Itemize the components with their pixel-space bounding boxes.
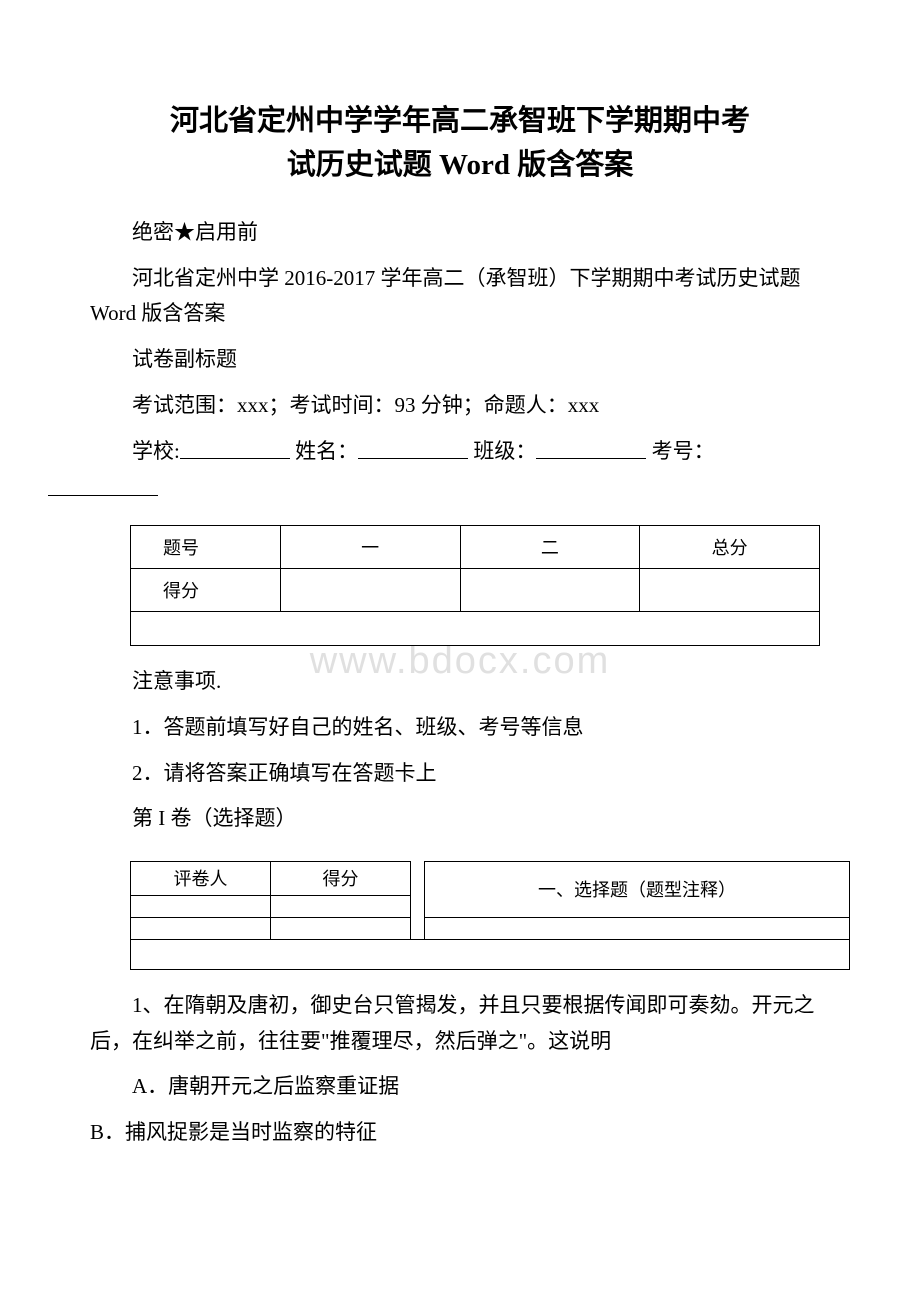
grader-blank[interactable] — [131, 895, 271, 917]
desc-blank — [425, 917, 850, 939]
section-1-heading: 第 I 卷（选择题） — [90, 801, 830, 837]
title-line-2: 试历史试题 Word 版含答案 — [287, 149, 633, 181]
document-content: 河北省定州中学学年高二承智班下学期期中考 试历史试题 Word 版含答案 绝密★… — [90, 100, 830, 1151]
examno-blank[interactable] — [48, 470, 158, 495]
score-blank-2[interactable] — [271, 917, 411, 939]
total-label: 总分 — [640, 526, 820, 569]
school-label: 学校: — [132, 440, 180, 464]
qnum-label: 题号 — [131, 526, 281, 569]
score-cell-2[interactable] — [460, 569, 640, 612]
subtitle: 河北省定州中学 2016-2017 学年高二（承智班）下学期期中考试历史试题 W… — [90, 261, 830, 332]
table-row: 得分 — [131, 569, 820, 612]
name-blank[interactable] — [358, 433, 468, 458]
examno-label: 考号： — [652, 440, 715, 464]
score-table: 题号 一 二 总分 得分 — [130, 525, 820, 646]
school-blank[interactable] — [180, 433, 290, 458]
class-blank[interactable] — [536, 433, 646, 458]
table-row — [131, 939, 850, 969]
student-info-line: 学校: 姓名： 班级： 考号： — [90, 433, 830, 507]
grader-label: 评卷人 — [131, 861, 271, 895]
score-cell-1[interactable] — [280, 569, 460, 612]
question-1-option-b: B．捕风捉影是当时监察的特征 — [90, 1115, 830, 1151]
exam-info: 考试范围：xxx；考试时间：93 分钟；命题人：xxx — [90, 388, 830, 424]
main-title: 河北省定州中学学年高二承智班下学期期中考 试历史试题 Word 版含答案 — [90, 100, 830, 187]
score-label: 得分 — [271, 861, 411, 895]
secrecy-line: 绝密★启用前 — [90, 215, 830, 251]
table-row — [131, 917, 850, 939]
section-desc: 一、选择题（题型注释） — [425, 861, 850, 917]
score-blank[interactable] — [271, 895, 411, 917]
notice-item-2: 2．请将答案正确填写在答题卡上 — [90, 756, 830, 792]
question-1-text: 1、在隋朝及唐初，御史台只管揭发，并且只要根据传闻即可奏劾。开元之后，在纠举之前… — [90, 988, 830, 1059]
table-row: 评卷人 得分 一、选择题（题型注释） — [131, 861, 850, 895]
sub-label: 试卷副标题 — [90, 342, 830, 378]
grader-blank-2[interactable] — [131, 917, 271, 939]
class-label: 班级： — [473, 440, 536, 464]
score-cell-total[interactable] — [640, 569, 820, 612]
notice-heading: 注意事项. — [90, 664, 830, 700]
title-line-1: 河北省定州中学学年高二承智班下学期期中考 — [170, 105, 750, 137]
merged-cell — [131, 612, 820, 646]
score-label: 得分 — [131, 569, 281, 612]
table-row: 题号 一 二 总分 — [131, 526, 820, 569]
section-2-label: 二 — [460, 526, 640, 569]
gap-cell — [411, 861, 425, 939]
section-1-label: 一 — [280, 526, 460, 569]
section-header-table: 评卷人 得分 一、选择题（题型注释） — [130, 861, 850, 970]
table-row — [131, 612, 820, 646]
name-label: 姓名： — [295, 440, 358, 464]
notice-item-1: 1．答题前填写好自己的姓名、班级、考号等信息 — [90, 710, 830, 746]
merged-bottom-cell — [131, 939, 850, 969]
question-1-option-a: A．唐朝开元之后监察重证据 — [90, 1069, 830, 1105]
